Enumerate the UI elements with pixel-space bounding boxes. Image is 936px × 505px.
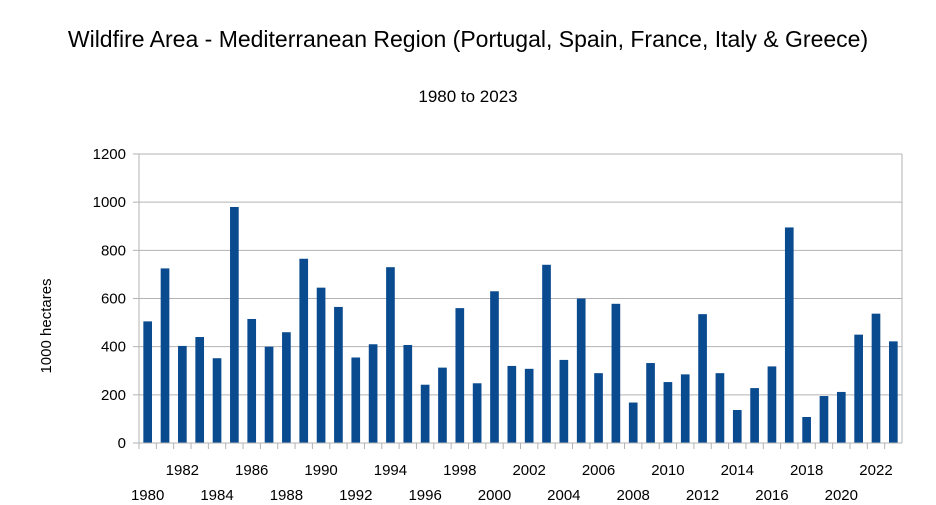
bar-1983 bbox=[195, 337, 205, 443]
bar-1990 bbox=[316, 287, 326, 443]
x-tick-label: 2016 bbox=[755, 487, 788, 504]
bar-2019 bbox=[819, 396, 829, 443]
x-tick-label: 2000 bbox=[478, 487, 511, 504]
x-tick-label: 2020 bbox=[825, 487, 858, 504]
bar-2017 bbox=[784, 227, 794, 443]
x-tick-label: 2012 bbox=[686, 487, 719, 504]
y-tick-label: 0 bbox=[118, 435, 126, 452]
x-tick-label: 2010 bbox=[651, 462, 684, 479]
x-tick-label: 1986 bbox=[235, 462, 268, 479]
x-tick-label: 1990 bbox=[304, 462, 337, 479]
bar-2013 bbox=[715, 373, 725, 443]
bar-2023 bbox=[888, 341, 898, 443]
bar-1986 bbox=[247, 318, 257, 443]
bar-2010 bbox=[663, 382, 673, 443]
x-tick-labels: 1982 1986 1990 1994 1998 2002 2006 2010 2014 2018… bbox=[131, 462, 893, 504]
bars bbox=[143, 206, 898, 444]
bar-1984 bbox=[212, 358, 222, 443]
bar-2007 bbox=[611, 303, 621, 443]
x-tick-label: 1980 bbox=[131, 487, 164, 504]
bar-2011 bbox=[680, 374, 690, 443]
bar-1985 bbox=[230, 206, 239, 443]
bar-2005 bbox=[576, 298, 586, 443]
bar-2000 bbox=[490, 291, 499, 443]
axes bbox=[138, 154, 903, 449]
x-tick-label: 2004 bbox=[547, 487, 580, 504]
bar-1997 bbox=[438, 367, 447, 443]
bar-2006 bbox=[594, 373, 603, 443]
bar-2021 bbox=[854, 334, 863, 444]
bar-2020 bbox=[836, 391, 846, 443]
x-tick-label: 1984 bbox=[200, 487, 233, 504]
x-tick-label: 2018 bbox=[790, 462, 823, 479]
y-tick-label: 1000 bbox=[93, 194, 126, 211]
bar-1998 bbox=[455, 308, 465, 443]
bar-1993 bbox=[368, 344, 378, 443]
y-tick-label: 1200 bbox=[93, 146, 126, 163]
bar-1996 bbox=[420, 384, 430, 443]
bar-1992 bbox=[351, 357, 361, 443]
y-tick-label: 800 bbox=[101, 242, 126, 259]
bar-1991 bbox=[334, 306, 343, 443]
bar-2018 bbox=[802, 416, 811, 443]
x-tick-label: 1996 bbox=[408, 487, 441, 504]
bar-1995 bbox=[403, 344, 413, 443]
bar-2016 bbox=[767, 366, 777, 443]
y-tick-label: 200 bbox=[101, 387, 126, 404]
x-tick-label: 1982 bbox=[166, 462, 199, 479]
bar-1981 bbox=[160, 268, 170, 443]
bar-1999 bbox=[472, 383, 482, 443]
bar-1994 bbox=[386, 267, 395, 443]
bar-2002 bbox=[524, 368, 534, 443]
x-tick-label: 2008 bbox=[617, 487, 650, 504]
bar-1980 bbox=[143, 321, 153, 443]
bar-2003 bbox=[542, 264, 551, 443]
chart-subtitle: 1980 to 2023 bbox=[418, 87, 518, 106]
y-tick-label: 600 bbox=[101, 291, 126, 308]
x-tick-label: 2022 bbox=[859, 462, 892, 479]
bar-2001 bbox=[507, 365, 517, 443]
x-tick-label: 2002 bbox=[512, 462, 545, 479]
x-tick-label: 1992 bbox=[339, 487, 372, 504]
x-tick-label: 2014 bbox=[721, 462, 754, 479]
x-tick-label: 1998 bbox=[443, 462, 476, 479]
x-tick-label: 1988 bbox=[270, 487, 303, 504]
chart-title: Wildfire Area - Mediterranean Region (Po… bbox=[67, 26, 869, 52]
y-axis-label: 1000 hectares bbox=[38, 278, 55, 373]
bar-2012 bbox=[698, 314, 707, 443]
bar-1987 bbox=[264, 346, 274, 443]
bar-2014 bbox=[732, 410, 742, 443]
bar-2009 bbox=[646, 363, 655, 443]
bar-2022 bbox=[871, 313, 881, 443]
bar-1982 bbox=[178, 345, 187, 443]
bar-2015 bbox=[750, 388, 759, 443]
x-tick-label: 2006 bbox=[582, 462, 615, 479]
bar-2004 bbox=[559, 359, 569, 443]
bar-2008 bbox=[628, 402, 638, 443]
bar-1988 bbox=[282, 332, 291, 443]
bar-1989 bbox=[299, 258, 309, 443]
y-tick-labels: 0 200 400 600 800 1000 1200 bbox=[93, 146, 126, 452]
y-tick-label: 400 bbox=[101, 339, 126, 356]
x-tick-label: 1994 bbox=[374, 462, 407, 479]
